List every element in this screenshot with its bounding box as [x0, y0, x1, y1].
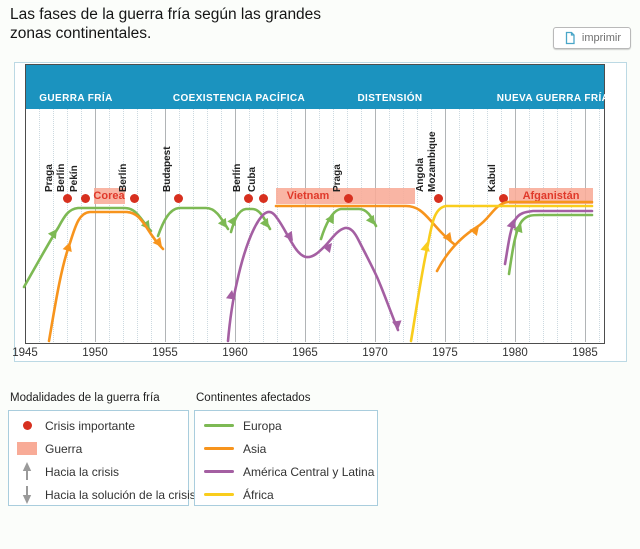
line-swatch-icon — [195, 470, 243, 473]
legend-item-crisis-dot: Crisis importante — [9, 414, 188, 437]
chart-frame: GUERRA FRÍA COEXISTENCIA PACÍFICA DISTENSI… — [12, 62, 627, 362]
war-band-afganistán — [509, 188, 593, 204]
legend-modalidades-box: Crisis importante Guerra Hacia la crisis Ha… — [8, 410, 196, 506]
print-button-label: imprimir — [581, 32, 621, 44]
legend-item-label: África — [243, 487, 274, 502]
crisis-dot — [243, 193, 253, 203]
legend-item-continent: África — [195, 483, 377, 506]
event-label: Pekín — [68, 165, 80, 192]
crisis-dot — [173, 193, 183, 203]
line-swatch-icon — [195, 493, 243, 496]
war-band-corea — [94, 188, 125, 204]
phase-label: DISTENSIÓN — [357, 93, 423, 104]
arrow-down-icon — [9, 484, 45, 505]
legend-continentes-title: Continentes afectados — [196, 392, 311, 404]
axis-year-label: 1970 — [362, 347, 388, 359]
line-swatch-icon — [195, 424, 243, 427]
axis-year-label: 1980 — [502, 347, 528, 359]
legend-item-label: Hacia la crisis — [45, 464, 120, 479]
event-label: Angola — [414, 158, 426, 192]
printer-icon — [565, 31, 575, 45]
line-swatch-icon — [195, 447, 243, 450]
legend-item-continent: Europa — [195, 414, 377, 437]
arrow-up-icon — [9, 461, 45, 482]
legend-item-label: Hacia la solución de la crisis — [45, 487, 196, 502]
war-band-icon — [9, 442, 45, 455]
war-label: Afganistán — [522, 190, 580, 202]
event-label: Berlín — [117, 163, 129, 192]
event-label: Cuba — [246, 167, 258, 192]
crisis-dot — [80, 193, 90, 203]
phase-label: COEXISTENCIA PACÍFICA — [172, 93, 306, 104]
crisis-dot — [129, 193, 139, 203]
legend-item-label: Europa — [243, 418, 282, 433]
axis-year-label: 1975 — [432, 347, 458, 359]
axis-year-label: 1985 — [572, 347, 598, 359]
legend-item-label: Crisis importante — [45, 418, 136, 433]
page-title: Las fases de la guerra fría según las gr… — [10, 5, 530, 43]
crisis-dot — [433, 193, 443, 203]
event-label: Praga — [43, 164, 55, 192]
legend-item-continent: América Central y Latina — [195, 460, 377, 483]
legend-item-war-band: Guerra — [9, 437, 188, 460]
event-label: Berlín — [55, 163, 67, 192]
axis-year-label: 1960 — [222, 347, 248, 359]
event-label: Budapest — [161, 146, 173, 192]
legend-item-label: Guerra — [45, 441, 83, 456]
legend-item-label: América Central y Latina — [243, 464, 375, 479]
event-label: Mozambique — [426, 131, 438, 192]
print-button[interactable]: imprimir — [552, 27, 631, 49]
axis-year-label: 1965 — [292, 347, 318, 359]
war-label: Vietnam — [286, 190, 330, 202]
axis-year-label: 1950 — [82, 347, 108, 359]
legend-item-continent: Asia — [195, 437, 377, 460]
legend-continentes-box: Europa Asia América Central y Latina África — [194, 410, 378, 506]
phase-label: GUERRA FRÍA — [39, 93, 113, 104]
crisis-dot — [62, 193, 72, 203]
event-label: Praga — [331, 164, 343, 192]
phase-label: NUEVA GUERRA FRÍA — [496, 93, 610, 104]
legend-modalidades-title: Modalidades de la guerra fría — [10, 392, 160, 404]
phase-band: GUERRA FRÍA COEXISTENCIA PACÍFICA DISTENSI… — [26, 65, 609, 109]
legend-item-label: Asia — [243, 441, 267, 456]
event-label: Berlín — [231, 163, 243, 192]
plot-border — [25, 64, 605, 344]
event-label: Kabul — [486, 164, 498, 192]
axis-year-label: 1945 — [12, 347, 38, 359]
marks-layer: Corea Vietnam Afganistán Praga Berlín Pekín Be… — [15, 63, 626, 361]
axis-year-label: 1955 — [152, 347, 178, 359]
page-title-line2: zonas continentales. — [10, 25, 152, 42]
gridline-1986 — [599, 109, 600, 342]
legend-item-arrow-down: Hacia la solución de la crisis — [9, 483, 196, 506]
crisis-dot — [258, 193, 268, 203]
crisis-dot — [343, 193, 353, 203]
legend-item-arrow-up: Hacia la crisis — [9, 460, 188, 483]
war-label: Corea — [93, 190, 125, 202]
crisis-dot — [498, 193, 508, 203]
page-title-line1: Las fases de la guerra fría según las gr… — [10, 6, 322, 23]
crisis-dot-icon — [9, 421, 45, 430]
